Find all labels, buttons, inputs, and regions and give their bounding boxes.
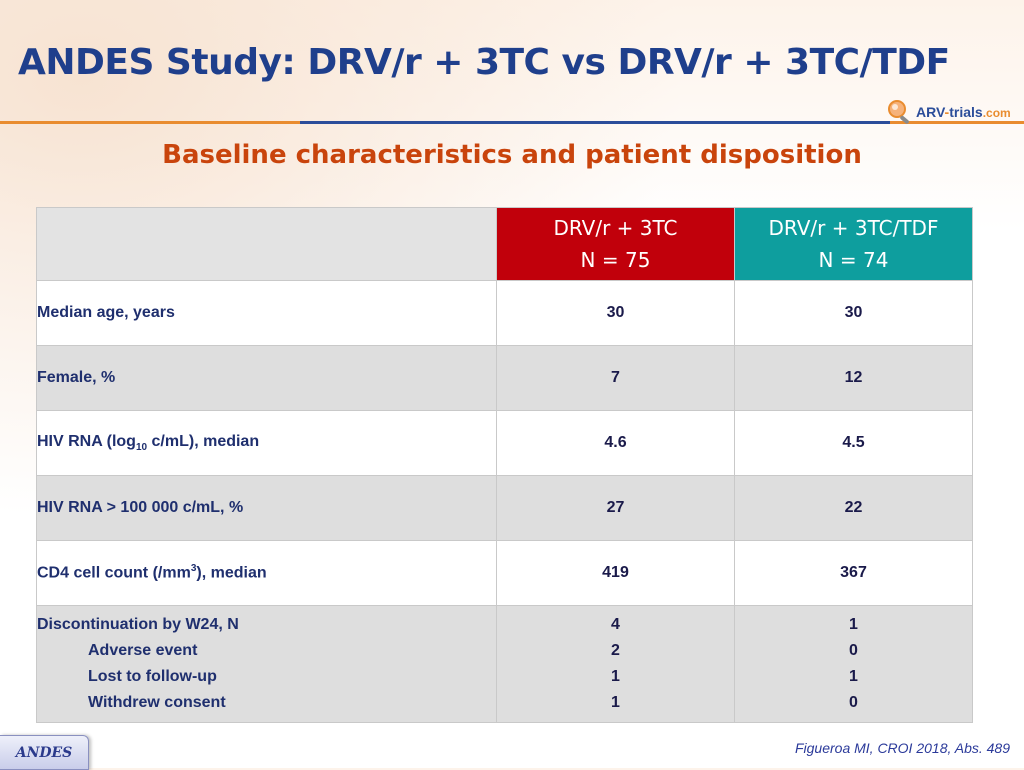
table-row: HIV RNA > 100 000 c/mL, % 27 22 bbox=[36, 475, 973, 541]
value-arm2: 0 bbox=[849, 642, 858, 659]
row-sublabel: Withdrew consent bbox=[88, 694, 226, 711]
discontinuation-values-arm1: 4 2 1 1 bbox=[496, 605, 735, 723]
value-arm1: 1 bbox=[611, 668, 620, 685]
row-label: Female, % bbox=[36, 345, 497, 411]
value-arm2: 367 bbox=[734, 540, 973, 606]
citation: Figueroa MI, CROI 2018, Abs. 489 bbox=[794, 740, 1010, 756]
column-header-drv-3tc-tdf: DRV/r + 3TC/TDF N = 74 bbox=[734, 207, 973, 281]
value-arm2: 4.5 bbox=[734, 410, 973, 476]
table-row: CD4 cell count (/mm3), median 419 367 bbox=[36, 540, 973, 606]
baseline-table: DRV/r + 3TC N = 75 DRV/r + 3TC/TDF N = 7… bbox=[36, 207, 973, 723]
column-header-drv-3tc: DRV/r + 3TC N = 75 bbox=[496, 207, 735, 281]
table-row: HIV RNA (log10 c/mL), median 4.6 4.5 bbox=[36, 410, 973, 476]
discontinuation-labels: Discontinuation by W24, N Adverse event … bbox=[36, 605, 497, 723]
value-arm2: 12 bbox=[734, 345, 973, 411]
table-row: Female, % 7 12 bbox=[36, 345, 973, 411]
value-arm1: 27 bbox=[496, 475, 735, 541]
table-corner-cell bbox=[36, 207, 497, 281]
row-sublabel: Adverse event bbox=[88, 642, 198, 659]
logo-text: ARV-trials.com bbox=[916, 104, 1011, 120]
slide-subtitle: Baseline characteristics and patient dis… bbox=[162, 140, 862, 170]
value-arm1: 7 bbox=[496, 345, 735, 411]
discontinuation-values-arm2: 1 0 1 0 bbox=[734, 605, 973, 723]
page-title: ANDES Study: DRV/r + 3TC vs DRV/r + 3TC/… bbox=[18, 42, 950, 83]
value-arm2: 1 bbox=[849, 668, 858, 685]
value-arm1: 4.6 bbox=[496, 410, 735, 476]
row-label: HIV RNA > 100 000 c/mL, % bbox=[36, 475, 497, 541]
row-label: HIV RNA (log10 c/mL), median bbox=[36, 410, 497, 476]
value-arm1: 1 bbox=[611, 694, 620, 711]
value-arm1: 419 bbox=[496, 540, 735, 606]
title-rule-blue bbox=[300, 121, 890, 124]
value-arm1: 4 bbox=[611, 616, 620, 633]
value-arm2: 0 bbox=[849, 694, 858, 711]
value-arm2: 30 bbox=[734, 280, 973, 346]
row-label: Median age, years bbox=[36, 280, 497, 346]
value-arm2: 22 bbox=[734, 475, 973, 541]
table-row-discontinuation: Discontinuation by W24, N Adverse event … bbox=[36, 605, 973, 723]
table-row: Median age, years 30 30 bbox=[36, 280, 973, 346]
value-arm2: 1 bbox=[849, 616, 858, 633]
row-label: Discontinuation by W24, N bbox=[37, 616, 239, 633]
value-arm1: 30 bbox=[496, 280, 735, 346]
arv-trials-logo: ARV-trials.com bbox=[886, 98, 1016, 128]
row-label: CD4 cell count (/mm3), median bbox=[36, 540, 497, 606]
title-rule-orange bbox=[0, 121, 300, 124]
magnifier-logo-icon bbox=[888, 100, 909, 124]
value-arm1: 2 bbox=[611, 642, 620, 659]
row-sublabel: Lost to follow-up bbox=[88, 668, 217, 685]
title-rule-orange-right bbox=[890, 121, 1024, 124]
andes-tab-button[interactable]: ANDES bbox=[0, 735, 89, 770]
